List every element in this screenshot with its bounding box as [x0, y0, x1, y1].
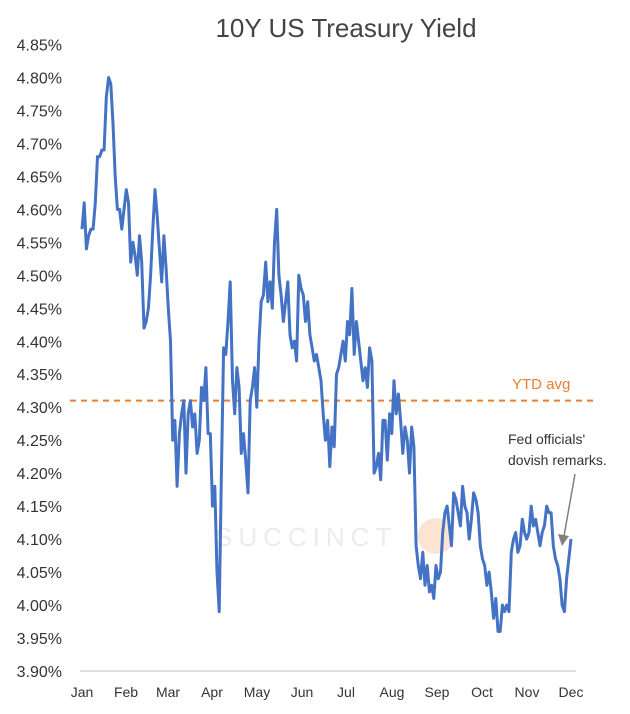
watermark-logo [418, 518, 454, 554]
y-tick-label: 4.05% [17, 565, 62, 582]
annotation-arrow [558, 473, 576, 546]
y-tick-label: 4.25% [17, 433, 62, 450]
y-tick-label: 4.00% [17, 598, 62, 615]
series-line [80, 76, 573, 633]
x-tick-label: Sep [425, 684, 450, 700]
y-tick-label: 4.30% [17, 400, 62, 417]
x-tick-label: May [244, 684, 270, 700]
y-tick-label: 4.60% [17, 202, 62, 219]
x-tick-label: Nov [515, 684, 540, 700]
x-tick-label: Feb [114, 684, 138, 700]
x-tick-label: Apr [201, 684, 223, 700]
x-tick-label: Oct [471, 684, 493, 700]
x-tick-label: Jan [71, 684, 94, 700]
ytd-avg-label: YTD avg [512, 376, 570, 393]
y-tick-label: 4.45% [17, 301, 62, 318]
x-tick-label: Mar [156, 684, 180, 700]
x-tick-label: Jul [337, 684, 355, 700]
annotation-text: Fed officials' dovish remarks. [508, 431, 607, 468]
y-tick-label: 4.50% [17, 268, 62, 285]
y-tick-label: 3.90% [17, 664, 62, 681]
y-tick-label: 4.70% [17, 136, 62, 153]
y-tick-label: 4.80% [17, 70, 62, 87]
y-tick-label: 4.20% [17, 466, 62, 483]
x-tick-label: Dec [559, 684, 584, 700]
watermark-text: SUCCINCT [215, 522, 397, 552]
y-tick-label: 4.40% [17, 334, 62, 351]
chart-title: 10Y US Treasury Yield [215, 13, 476, 43]
y-tick-label: 4.35% [17, 367, 62, 384]
x-tick-label: Jun [291, 684, 314, 700]
y-tick-label: 4.10% [17, 532, 62, 549]
y-tick-label: 4.15% [17, 499, 62, 516]
y-tick-label: 4.75% [17, 103, 62, 120]
y-tick-label: 3.95% [17, 631, 62, 648]
x-tick-label: Aug [380, 684, 405, 700]
y-tick-label: 4.65% [17, 169, 62, 186]
y-tick-label: 4.85% [17, 37, 62, 54]
y-tick-label: 4.55% [17, 235, 62, 252]
